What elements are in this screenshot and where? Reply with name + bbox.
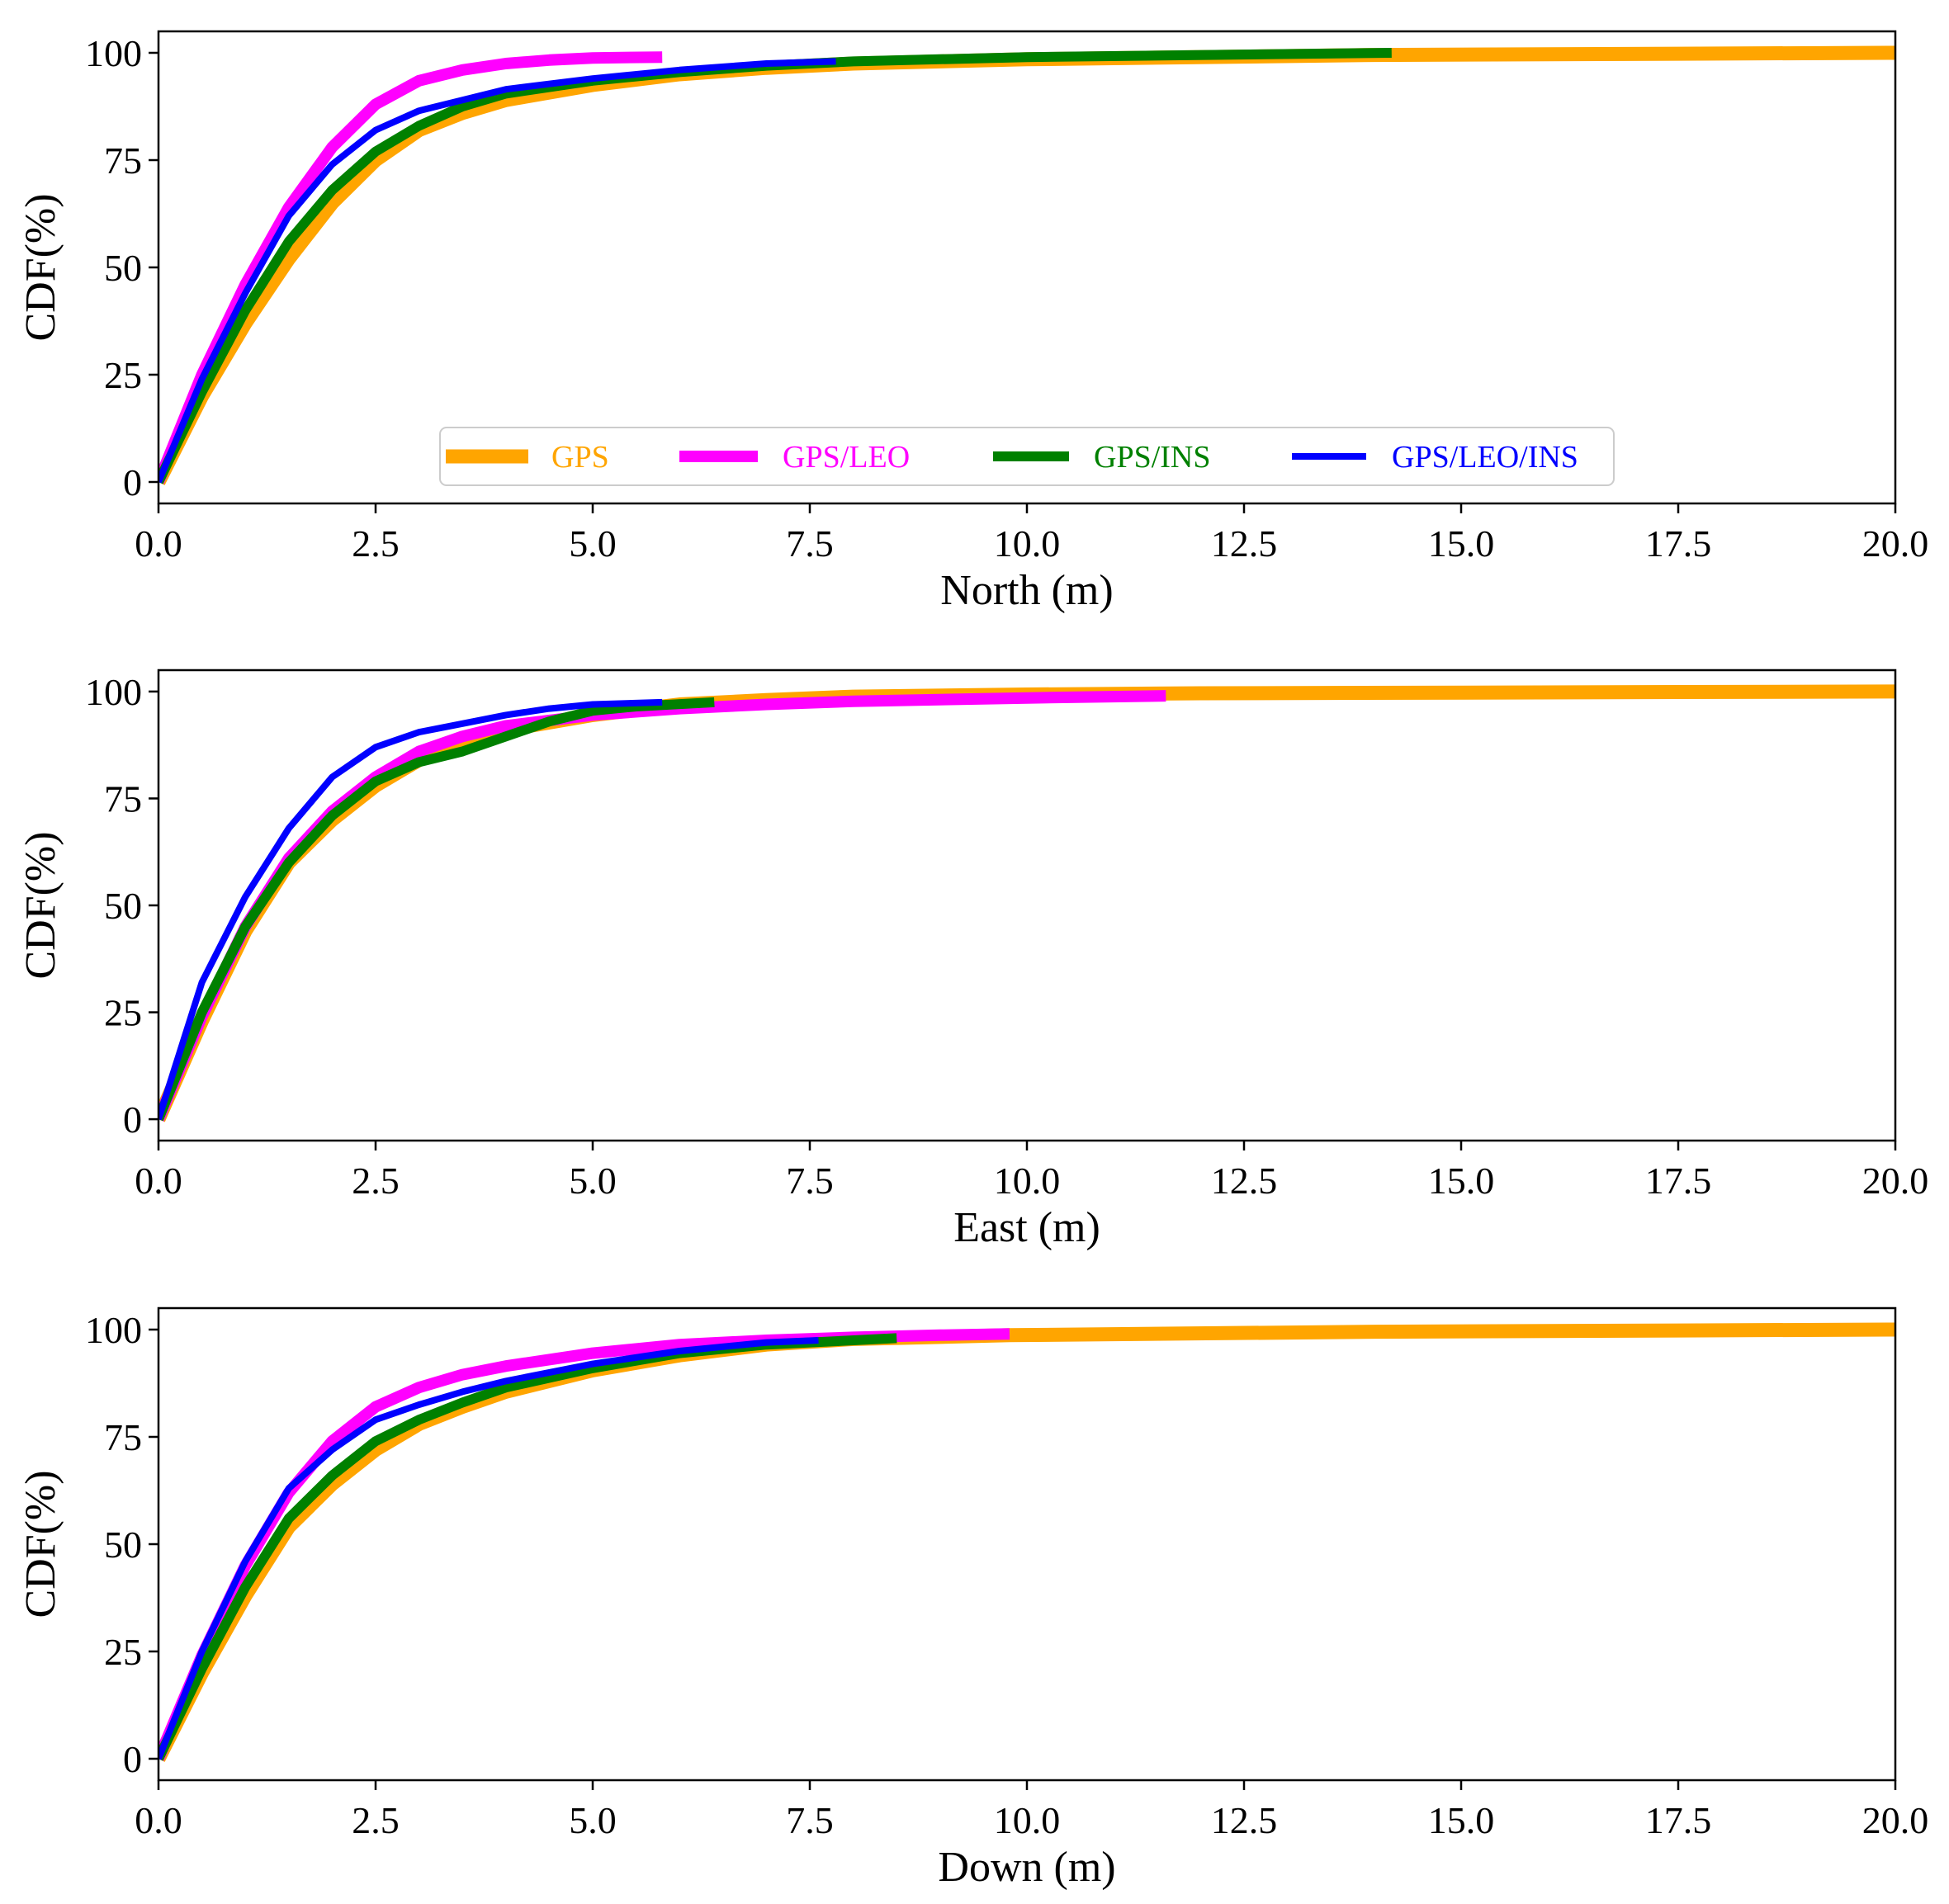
x-tick-label: 5.0	[569, 1160, 617, 1202]
y-tick-label: 25	[104, 992, 142, 1034]
x-tick-label: 5.0	[569, 522, 617, 565]
axes-frame	[157, 669, 1897, 1142]
y-tick-label: 100	[85, 1309, 142, 1351]
x-tick-label: 2.5	[352, 1160, 400, 1202]
series-line-gps-leo	[158, 690, 1166, 1122]
north-panel: 0.0 2.5 5.0 7.5 10.0 12.5 15.0 17.5 20.0 0 25 50 75 1…	[17, 30, 1929, 614]
east-panel: 0.0 2.5 5.0 7.5 10.0 12.5 15.0 17.5 20.0 0 25 50 75 1…	[17, 669, 1929, 1251]
legend-label: GPS/LEO	[783, 440, 910, 475]
plot-area	[158, 45, 1895, 485]
plot-area	[158, 684, 1895, 1122]
x-tick-label: 20.0	[1862, 1799, 1929, 1841]
x-tick-label: 17.5	[1645, 522, 1712, 565]
series-line-gps-leo-ins	[158, 1337, 819, 1760]
x-tick-label: 2.5	[352, 1799, 400, 1841]
legend-label: GPS	[551, 440, 609, 475]
legend-label: GPS/LEO/INS	[1392, 440, 1578, 475]
y-tick-label: 100	[85, 32, 142, 74]
series-line-gps-leo	[158, 51, 663, 484]
series-line-gps	[158, 45, 1895, 485]
y-tick-label: 50	[104, 247, 142, 289]
series-line-gps-ins	[158, 697, 715, 1122]
axes-frame	[157, 1306, 1897, 1782]
x-tick-label: 12.5	[1211, 522, 1278, 565]
x-tick-label: 17.5	[1645, 1799, 1712, 1841]
plot-area	[158, 1322, 1895, 1762]
series-line-gps	[158, 1322, 1895, 1762]
x-tick-label: 20.0	[1862, 1160, 1929, 1202]
y-axis-label: CDF(%)	[17, 1470, 64, 1618]
y-tick-label: 0	[123, 1738, 142, 1780]
x-tick-label: 15.0	[1428, 522, 1495, 565]
x-tick-label: 10.0	[994, 1799, 1061, 1841]
y-tick-label: 75	[104, 1416, 142, 1458]
series-line-gps-ins	[158, 1333, 897, 1761]
x-tick-label: 15.0	[1428, 1799, 1495, 1841]
x-axis-label: East (m)	[953, 1204, 1100, 1251]
x-axis-label: Down (m)	[938, 1844, 1115, 1891]
x-tick-label: 15.0	[1428, 1160, 1495, 1202]
x-tick-label: 2.5	[352, 522, 400, 565]
x-tick-label: 10.0	[994, 1160, 1061, 1202]
x-tick-label: 7.5	[786, 1160, 834, 1202]
y-tick-label: 50	[104, 1524, 142, 1566]
legend: GPS GPS/LEO GPS/INS GPS/LEO/INS	[439, 427, 1615, 486]
y-tick-label: 50	[104, 885, 142, 927]
x-tick-label: 0.0	[135, 1799, 182, 1841]
y-tick-label: 75	[104, 777, 142, 820]
y-tick-label: 75	[104, 139, 142, 182]
x-tick-label: 5.0	[569, 1799, 617, 1841]
x-tick-label: 7.5	[786, 1799, 834, 1841]
y-tick-label: 25	[104, 354, 142, 396]
x-tick-label: 7.5	[786, 522, 834, 565]
series-line-gps-leo	[158, 1328, 1010, 1761]
x-tick-label: 12.5	[1211, 1160, 1278, 1202]
x-tick-label: 20.0	[1862, 522, 1929, 565]
y-tick-label: 0	[123, 461, 142, 503]
x-tick-label: 0.0	[135, 1160, 182, 1202]
series-line-gps-ins	[158, 48, 1392, 484]
y-tick-label: 25	[104, 1631, 142, 1673]
y-axis-label: CDF(%)	[17, 831, 64, 979]
x-tick-label: 12.5	[1211, 1799, 1278, 1841]
series-line-gps-leo-ins	[158, 698, 663, 1121]
x-tick-label: 0.0	[135, 522, 182, 565]
x-axis-label: North (m)	[940, 567, 1113, 614]
y-tick-label: 100	[85, 671, 142, 713]
x-tick-label: 17.5	[1645, 1160, 1712, 1202]
legend-label: GPS/INS	[1094, 440, 1211, 475]
down-panel: 0.0 2.5 5.0 7.5 10.0 12.5 15.0 17.5 20.0 0 25 50 75 1…	[17, 1306, 1929, 1891]
series-line-gps-leo-ins	[158, 58, 836, 484]
y-axis-label: CDF(%)	[17, 193, 64, 341]
y-tick-label: 0	[123, 1098, 142, 1141]
x-tick-label: 10.0	[994, 522, 1061, 565]
